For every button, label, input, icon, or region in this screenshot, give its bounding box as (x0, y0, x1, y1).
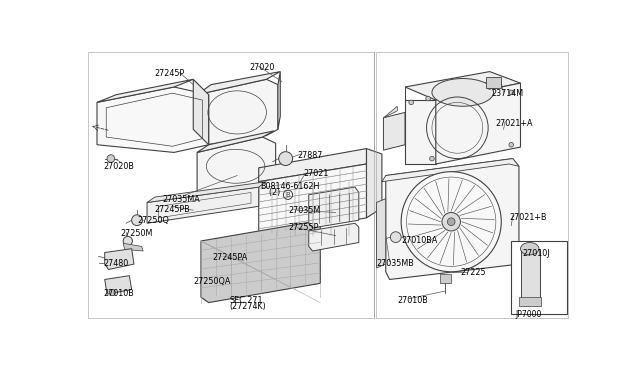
Text: 27245P: 27245P (155, 69, 185, 78)
Polygon shape (197, 131, 274, 153)
Text: 27010J: 27010J (523, 250, 550, 259)
Circle shape (447, 218, 455, 225)
Circle shape (132, 215, 143, 225)
Polygon shape (193, 79, 209, 145)
Text: 27021+B: 27021+B (509, 212, 547, 221)
Polygon shape (201, 222, 320, 302)
Polygon shape (308, 187, 359, 228)
Polygon shape (405, 100, 436, 164)
Circle shape (509, 90, 513, 95)
Text: 23714M: 23714M (492, 89, 524, 98)
Polygon shape (382, 158, 519, 182)
Polygon shape (259, 148, 367, 182)
Circle shape (409, 100, 413, 105)
Polygon shape (105, 276, 132, 294)
Text: 27250QA: 27250QA (193, 277, 230, 286)
Text: JP7000: JP7000 (515, 310, 541, 319)
Polygon shape (147, 182, 266, 202)
Circle shape (488, 85, 492, 89)
Text: 27010BA: 27010BA (401, 235, 437, 245)
Text: B08146-6162H: B08146-6162H (260, 182, 319, 191)
Circle shape (123, 236, 132, 246)
Text: 27245PA: 27245PA (212, 253, 248, 262)
Polygon shape (436, 83, 520, 164)
Polygon shape (383, 112, 405, 150)
Polygon shape (376, 199, 386, 268)
Text: 27245PB: 27245PB (155, 205, 191, 214)
Text: 27010B: 27010B (103, 289, 134, 298)
Polygon shape (519, 297, 541, 307)
Text: 27250M: 27250M (120, 230, 152, 238)
Polygon shape (440, 274, 451, 283)
Circle shape (279, 152, 292, 166)
Ellipse shape (401, 172, 501, 272)
Polygon shape (308, 223, 359, 251)
Polygon shape (197, 79, 278, 146)
Circle shape (429, 156, 435, 161)
Text: 27021+A: 27021+A (496, 119, 533, 128)
Text: 27250Q: 27250Q (138, 216, 170, 225)
Circle shape (442, 212, 460, 231)
Text: (27274K): (27274K) (230, 302, 266, 311)
Text: 27035MA: 27035MA (163, 195, 200, 204)
Circle shape (107, 155, 115, 163)
Text: 27225: 27225 (460, 268, 486, 277)
Text: SEC.271: SEC.271 (230, 296, 263, 305)
Polygon shape (123, 243, 143, 251)
Polygon shape (97, 87, 209, 153)
Text: B: B (285, 192, 291, 198)
Polygon shape (197, 137, 276, 197)
Circle shape (390, 232, 401, 243)
Text: (2): (2) (264, 188, 280, 197)
Text: 27021: 27021 (303, 169, 329, 179)
Text: 27480: 27480 (103, 259, 129, 268)
Text: 27887: 27887 (297, 151, 323, 160)
Polygon shape (259, 164, 367, 235)
Ellipse shape (432, 78, 493, 106)
Ellipse shape (520, 243, 539, 255)
Bar (511, 241, 566, 314)
Circle shape (509, 142, 513, 147)
Polygon shape (383, 106, 397, 118)
Polygon shape (105, 249, 134, 269)
Polygon shape (405, 71, 520, 100)
Polygon shape (97, 79, 193, 102)
Text: 27035M: 27035M (288, 206, 320, 215)
Text: 27020: 27020 (250, 63, 275, 72)
Polygon shape (386, 158, 519, 279)
Polygon shape (367, 148, 382, 218)
Polygon shape (278, 71, 280, 129)
Circle shape (426, 96, 431, 101)
Text: 27255P: 27255P (288, 223, 318, 232)
Bar (486, 77, 501, 88)
Text: 27020B: 27020B (103, 162, 134, 171)
Circle shape (109, 289, 115, 296)
Polygon shape (197, 71, 280, 95)
Text: 27035MB: 27035MB (376, 259, 414, 268)
Text: 27010B: 27010B (397, 296, 428, 305)
Bar (520, 249, 540, 302)
Polygon shape (147, 187, 259, 223)
